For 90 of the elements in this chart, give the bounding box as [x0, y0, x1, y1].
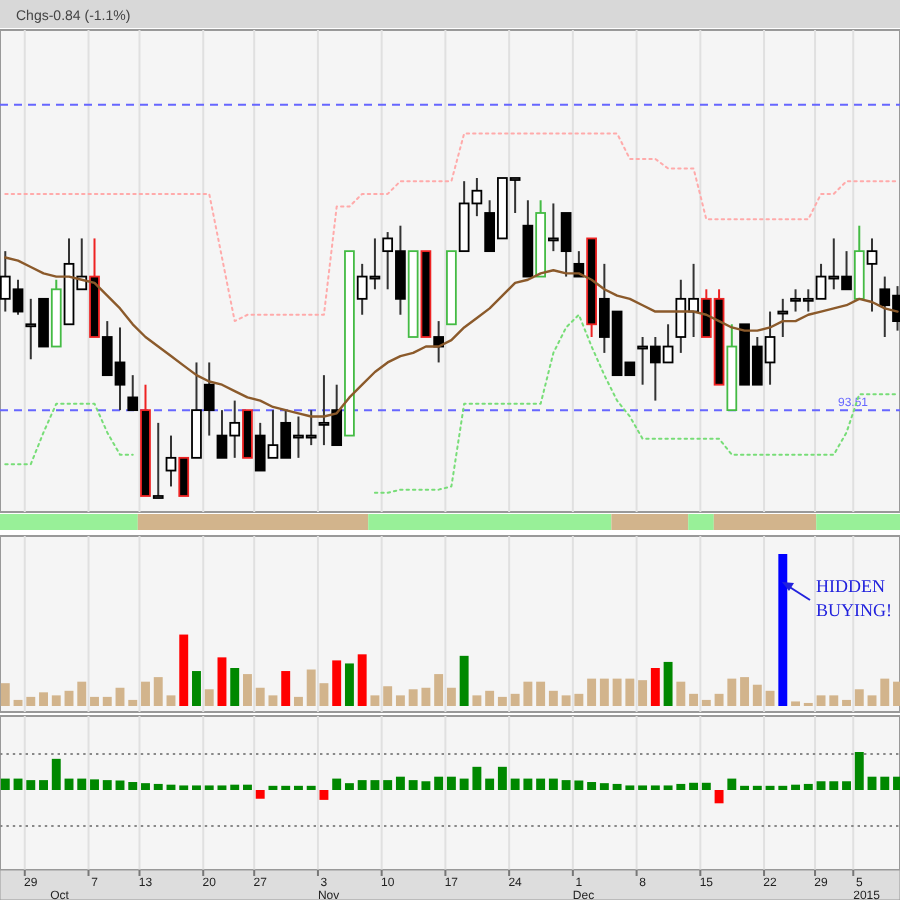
bar: [536, 681, 546, 706]
bar: [141, 783, 150, 790]
bar: [803, 783, 813, 790]
bar: [880, 776, 890, 790]
bar: [599, 783, 609, 790]
bar: [217, 657, 227, 706]
bar: [676, 681, 686, 706]
bar: [383, 780, 393, 790]
bar: [243, 784, 252, 790]
bar: [26, 696, 36, 706]
bar: [281, 671, 291, 706]
bar: [638, 680, 648, 706]
bar: [765, 690, 775, 706]
bar: [472, 695, 482, 706]
bar: [90, 696, 99, 706]
bar: [842, 699, 851, 706]
bar: [548, 778, 558, 790]
bar: [204, 689, 214, 706]
bar: [0, 683, 10, 706]
bar: [599, 678, 609, 706]
bar: [689, 693, 699, 706]
bar: [434, 776, 444, 790]
bar: [179, 634, 189, 706]
bar: [230, 784, 240, 790]
bar: [357, 654, 367, 706]
bar: [332, 660, 342, 706]
bar: [816, 695, 826, 706]
bar: [446, 776, 456, 790]
bar: [230, 668, 240, 706]
bar: [0, 778, 10, 790]
bar: [854, 689, 864, 706]
bar: [344, 783, 354, 790]
bar: [344, 663, 354, 706]
bar: [893, 776, 900, 790]
bar: [752, 684, 762, 706]
bar: [816, 781, 826, 790]
bar: [867, 695, 877, 706]
bar: [650, 668, 660, 706]
bar: [77, 778, 87, 790]
bar: [51, 758, 61, 790]
bar: [587, 678, 597, 706]
bar: [587, 782, 597, 790]
bar: [893, 681, 900, 706]
bar: [128, 782, 138, 790]
bar: [370, 695, 380, 706]
bar: [395, 695, 405, 706]
bar: [319, 790, 329, 800]
bar: [842, 781, 851, 790]
bar: [701, 782, 711, 790]
bar: [102, 780, 112, 790]
bar: [485, 778, 495, 790]
bar: [829, 695, 839, 706]
bar: [39, 780, 48, 790]
bar: [332, 778, 342, 790]
bar: [701, 699, 711, 706]
bar: [446, 687, 456, 706]
bar: [663, 661, 673, 706]
bar: [829, 781, 839, 790]
bar: [740, 677, 750, 706]
bar: [727, 778, 737, 790]
bar: [689, 782, 699, 790]
bar: [77, 681, 87, 706]
bar: [39, 692, 48, 706]
bar: [192, 671, 201, 706]
bar: [141, 681, 150, 706]
bar: [395, 776, 405, 790]
bar: [548, 690, 558, 706]
bar: [51, 695, 61, 706]
bar: [153, 783, 163, 790]
bar: [497, 696, 507, 706]
bar: [153, 677, 163, 706]
bar: [243, 674, 252, 706]
bar: [854, 752, 864, 790]
bar: [102, 696, 112, 706]
bar: [791, 784, 801, 790]
annotation: HIDDEN BUYING!: [816, 576, 892, 620]
bar: [255, 790, 265, 799]
bar: [485, 690, 495, 706]
bar: [459, 655, 469, 706]
bar: [383, 686, 393, 706]
bar: [434, 674, 444, 706]
bar: [128, 699, 138, 706]
bar: [26, 780, 36, 790]
bar: [714, 790, 724, 804]
bar: [880, 678, 890, 706]
bar: [497, 766, 507, 790]
bar: [166, 695, 176, 706]
bar: [536, 778, 546, 790]
bar: [90, 779, 99, 790]
bar: [293, 696, 303, 706]
